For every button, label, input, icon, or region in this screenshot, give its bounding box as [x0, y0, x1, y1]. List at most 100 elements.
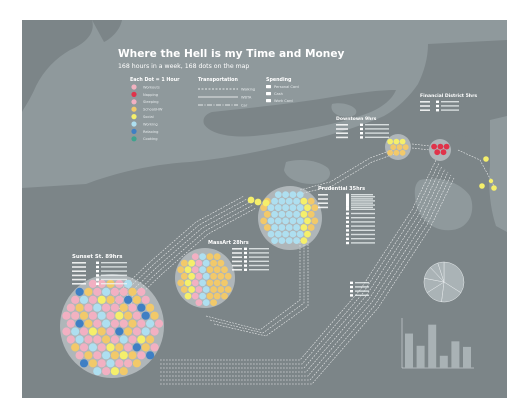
- hour-dot: [137, 335, 146, 344]
- hour-dot: [393, 138, 400, 145]
- hour-dot: [300, 224, 308, 231]
- hour-dot: [221, 279, 228, 287]
- hour-dot: [195, 299, 203, 306]
- hour-dot: [206, 292, 214, 300]
- detail-stub: [441, 109, 459, 111]
- location-label-downtown: Downtown 9hrs: [336, 116, 377, 122]
- hour-dot: [271, 224, 278, 231]
- hour-dot: [124, 311, 133, 320]
- detail-stub: [420, 105, 430, 107]
- hour-dot: [289, 191, 297, 199]
- detail-stub: [318, 206, 328, 209]
- hour-dot: [110, 351, 119, 360]
- hour-dot: [296, 230, 304, 238]
- detail-stub: [232, 264, 242, 267]
- hour-dot: [202, 286, 210, 293]
- hour-dot: [180, 272, 188, 280]
- hour-dot: [271, 237, 278, 245]
- detail-stub: [351, 198, 373, 200]
- cash-icon: [266, 92, 271, 96]
- legend-dot-swatch: [131, 91, 137, 97]
- detail-stub: [355, 290, 369, 292]
- hour-dot: [93, 335, 102, 344]
- detail-checkbox: [350, 285, 353, 289]
- hour-dot: [282, 191, 289, 199]
- hour-dot: [195, 259, 203, 267]
- detail-stub: [318, 194, 328, 196]
- detail-stub: [318, 198, 328, 200]
- hour-dot: [102, 367, 111, 376]
- bar: [463, 346, 471, 368]
- detail-checkbox: [346, 225, 349, 228]
- hour-dot: [132, 311, 141, 320]
- location-label-sunset: Sunset St. 89hrs: [72, 254, 122, 260]
- detail-stub: [351, 217, 375, 219]
- hour-dot: [210, 259, 218, 267]
- hour-dot: [137, 303, 146, 312]
- hour-dot: [191, 292, 199, 300]
- detail-stub: [72, 270, 86, 272]
- hour-dot: [199, 266, 207, 274]
- detail-stub: [365, 128, 389, 130]
- legend-dot-swatch: [131, 84, 137, 90]
- detail-stub: [351, 225, 375, 227]
- hour-dot: [443, 143, 450, 150]
- detail-checkbox: [346, 241, 349, 245]
- hour-dot: [184, 292, 192, 300]
- detail-stub: [232, 252, 242, 254]
- hour-dot: [307, 224, 315, 231]
- hour-dot: [304, 217, 311, 225]
- detail-stub: [420, 101, 430, 103]
- hour-dot: [137, 319, 146, 328]
- hour-dot: [75, 351, 84, 360]
- hour-dot: [390, 144, 397, 151]
- hour-dot: [75, 335, 84, 344]
- hour-dot: [271, 210, 278, 218]
- legend-dot-label: Social: [143, 115, 154, 119]
- detail-stub: [355, 294, 369, 296]
- hour-dot: [278, 237, 286, 245]
- hour-dot: [199, 253, 207, 260]
- hour-dot: [210, 299, 218, 306]
- detail-stub: [101, 270, 127, 272]
- hour-dot: [285, 237, 293, 245]
- detail-stub: [232, 269, 242, 271]
- hour-dot: [260, 217, 268, 225]
- hour-dot: [271, 197, 278, 205]
- detail-checkbox: [346, 233, 349, 236]
- hour-dot: [128, 287, 137, 296]
- map-water: [284, 103, 507, 232]
- social-dot: [488, 178, 494, 184]
- hour-dot: [188, 286, 196, 293]
- detail-checkbox: [244, 256, 247, 259]
- hour-dot: [124, 343, 133, 352]
- hour-dot: [132, 327, 141, 336]
- bar-series: [405, 324, 471, 368]
- hour-dot: [184, 279, 192, 287]
- poster-title: Where the Hell is my Time and Money: [118, 48, 345, 60]
- hour-dot: [304, 204, 311, 212]
- hour-dot: [188, 272, 196, 280]
- hour-dot: [75, 287, 84, 296]
- hour-dot: [71, 343, 80, 352]
- hour-dot: [62, 327, 71, 336]
- detail-stub: [351, 233, 375, 236]
- hour-dot: [300, 210, 308, 218]
- hour-dot: [141, 343, 150, 352]
- bar: [416, 345, 425, 368]
- hour-dot: [191, 266, 199, 274]
- detail-checkbox: [360, 123, 363, 126]
- detail-stub: [249, 269, 269, 271]
- hour-dot: [282, 204, 289, 212]
- hour-dot: [210, 272, 218, 280]
- legend-spending-label: Cash: [274, 92, 283, 96]
- detail-checkbox: [244, 247, 247, 250]
- detail-stub: [351, 242, 375, 244]
- hour-dot: [132, 295, 141, 304]
- legend-transport-heading: Transportation: [198, 77, 238, 83]
- hour-dot: [141, 327, 150, 336]
- hour-dot: [307, 197, 315, 205]
- detail-checkbox: [346, 220, 349, 224]
- hour-dot: [115, 311, 124, 320]
- hour-dot: [93, 319, 102, 328]
